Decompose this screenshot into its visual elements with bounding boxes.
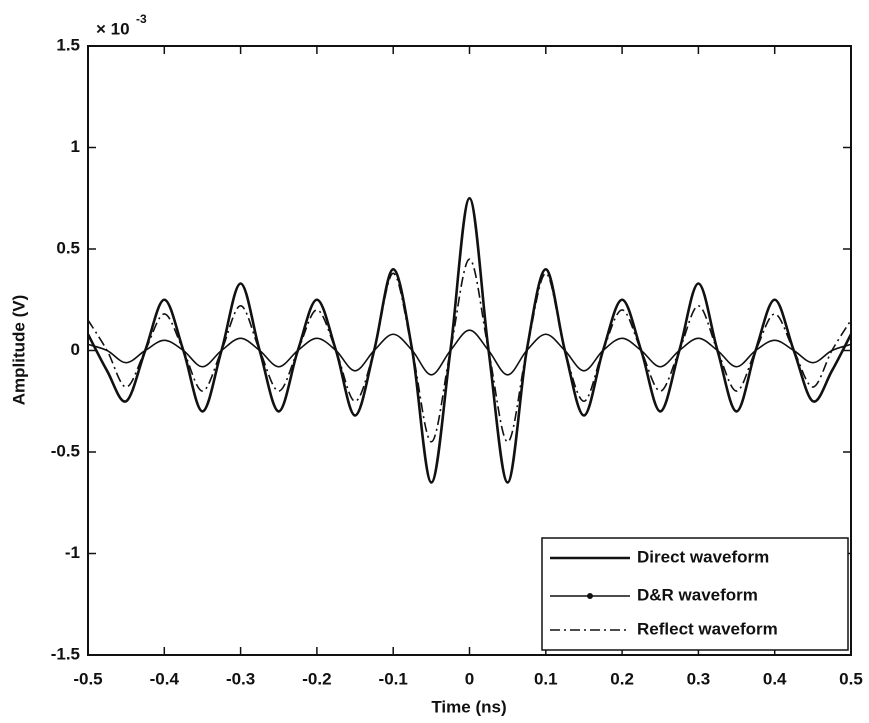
series-line [87, 258, 852, 443]
y-tick-label: 1.5 [56, 35, 80, 54]
y-axis-label: Amplitude (V) [9, 295, 28, 406]
legend-box [541, 537, 849, 651]
y-tick-label: -1 [65, 543, 80, 562]
legend-label: Direct waveform [637, 547, 769, 566]
x-tick-label: -0.5 [73, 669, 102, 688]
series-line [86, 196, 853, 484]
x-tick-label: 0.3 [687, 669, 711, 688]
x-tick-label: -0.4 [150, 669, 180, 688]
x-tick-label: -0.3 [226, 669, 255, 688]
x-tick-label: 0.4 [763, 669, 787, 688]
x-tick-label: -0.2 [302, 669, 331, 688]
y-tick-label: -0.5 [51, 441, 80, 460]
series-line [87, 329, 852, 376]
x-tick-label: 0 [465, 669, 474, 688]
x-tick-label: 0.1 [534, 669, 558, 688]
x-tick-label: 0.5 [839, 669, 863, 688]
x-tick-label: -0.1 [379, 669, 408, 688]
y-tick-label: 1 [71, 137, 80, 156]
y-tick-label: 0.5 [56, 238, 80, 257]
legend-marker [587, 593, 593, 599]
legend-label: Reflect waveform [637, 619, 778, 638]
y-multiplier: × 10 [96, 19, 130, 38]
y-tick-label: 0 [71, 340, 80, 359]
legend-label: D&R waveform [637, 585, 758, 604]
y-tick-label: -1.5 [51, 644, 80, 663]
x-tick-label: 0.2 [610, 669, 634, 688]
x-axis-label: Time (ns) [431, 697, 506, 716]
y-multiplier-exponent: -3 [136, 12, 147, 26]
